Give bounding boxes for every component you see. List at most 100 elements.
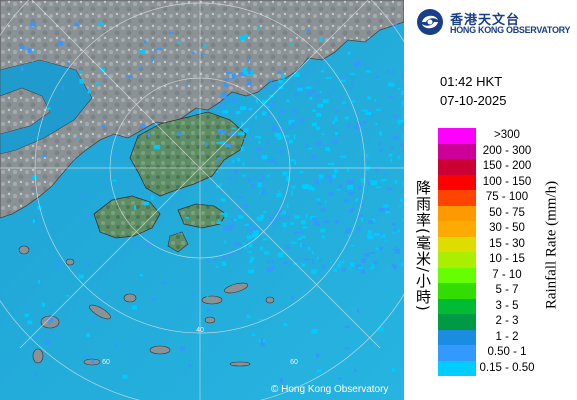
rain-echo: [330, 260, 332, 264]
rain-echo: [231, 224, 236, 228]
range-ring-labels: 40 60 60: [102, 327, 298, 366]
rain-echo: [90, 360, 95, 364]
rain-echo: [251, 184, 255, 189]
legend-title-en: Rainfall Rate (mm/h): [543, 180, 560, 310]
hong-kong-island: [177, 203, 227, 229]
rain-echo: [375, 123, 378, 126]
ring-label-1: 40: [196, 327, 204, 334]
rain-echo: [328, 162, 335, 165]
rain-echo: [292, 109, 298, 114]
rain-echo: [258, 319, 264, 321]
rain-echo: [349, 87, 353, 90]
rain-echo: [262, 99, 267, 104]
rain-echo: [282, 222, 287, 228]
rain-echo: [100, 196, 103, 200]
rain-echo: [365, 153, 369, 159]
rain-echo: [394, 228, 397, 232]
rain-echo: [237, 196, 244, 199]
rain-echo: [265, 107, 267, 110]
rain-echo: [397, 229, 401, 233]
rain-echo: [150, 195, 154, 200]
rain-echo: [220, 133, 223, 139]
rain-echo: [35, 334, 41, 337]
hko-logo[interactable]: 香港天文台 HONG KONG OBSERVATORY: [412, 6, 577, 38]
rain-echo: [335, 220, 339, 224]
rain-echo: [277, 217, 284, 220]
rain-echo: [305, 71, 310, 74]
rain-echo: [206, 308, 213, 312]
rain-echo: [206, 295, 209, 300]
rain-echo: [248, 243, 253, 248]
rain-echo: [220, 198, 226, 202]
rain-echo: [322, 235, 325, 239]
rain-echo: [317, 80, 320, 84]
rain-echo: [344, 347, 351, 350]
rain-echo: [398, 87, 400, 90]
rain-echo: [367, 109, 372, 113]
rain-echo: [351, 81, 354, 85]
rain-echo: [280, 210, 286, 215]
rain-echo: [271, 86, 278, 90]
radar-map[interactable]: 40 60 60 © Hong Kong Observatory: [0, 0, 404, 400]
rain-echo: [45, 107, 51, 111]
rain-echo: [310, 82, 313, 85]
rain-echo: [246, 314, 251, 319]
observation-time: 01:42 HKT: [440, 74, 503, 89]
rain-echo: [255, 136, 262, 139]
rain-echo: [351, 207, 354, 213]
rain-echo: [320, 208, 327, 212]
rain-echo: [308, 185, 313, 190]
rain-echo: [27, 48, 32, 53]
rain-echo: [220, 92, 228, 97]
rain-echo: [21, 66, 24, 71]
rain-echo: [242, 161, 245, 166]
rain-echo: [291, 260, 297, 263]
rain-echo: [268, 266, 271, 269]
rain-echo: [311, 187, 315, 192]
rain-echo: [115, 344, 118, 348]
rain-echo: [358, 214, 363, 217]
rain-echo: [305, 143, 309, 148]
rain-echo: [375, 186, 382, 189]
rain-echo: [400, 143, 404, 147]
rain-echo: [186, 83, 189, 85]
legend-label: 50 - 75: [489, 206, 525, 219]
rain-echo: [48, 322, 50, 325]
rain-echo: [383, 204, 389, 208]
rain-echo: [389, 95, 395, 98]
rain-echo: [336, 188, 341, 191]
rain-echo: [203, 43, 206, 48]
rain-echo: [260, 343, 265, 347]
rain-echo: [354, 368, 357, 373]
rain-echo: [279, 110, 285, 113]
legend-title-zh: 降雨率(毫米/小時): [414, 180, 432, 312]
rain-echo: [387, 70, 390, 74]
rain-echo: [146, 242, 153, 247]
rain-echo: [305, 213, 308, 218]
rain-echo: [372, 263, 374, 269]
rain-echo: [334, 168, 338, 174]
rain-echo: [223, 83, 228, 88]
lantau-island: [93, 195, 161, 239]
rain-echo: [402, 134, 404, 138]
rain-echo: [322, 264, 326, 269]
rain-echo: [367, 96, 371, 100]
rain-echo: [301, 220, 306, 225]
rain-echo: [342, 101, 346, 104]
rain-echo: [247, 269, 255, 274]
rain-echo: [260, 192, 266, 195]
rain-echo: [354, 126, 361, 130]
rain-echo: [192, 292, 195, 296]
rain-echo: [232, 159, 235, 163]
rain-echo: [42, 302, 45, 307]
rain-echo: [366, 179, 369, 183]
rain-echo: [358, 134, 361, 137]
observation-date: 07-10-2025: [440, 93, 507, 108]
rain-echo: [357, 308, 360, 313]
rain-echo: [318, 259, 322, 262]
rain-echo: [356, 122, 362, 127]
rain-echo: [367, 235, 374, 240]
rain-echo: [337, 263, 341, 268]
rain-echo: [332, 174, 337, 179]
rain-echo: [324, 200, 327, 203]
